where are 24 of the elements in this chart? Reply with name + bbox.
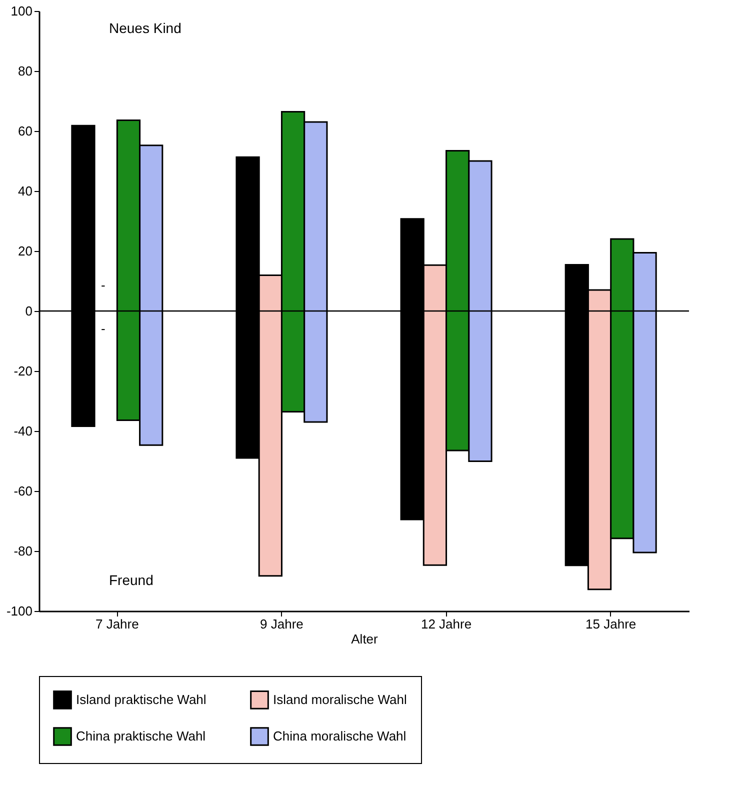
legend-label: China praktische Wahl: [76, 728, 206, 744]
y-tick-label: -60: [14, 484, 32, 498]
legend-label: Island praktische Wahl: [76, 692, 206, 707]
y-tick-label: 60: [18, 124, 32, 138]
y-tick-label: -40: [14, 424, 32, 438]
annotation: Freund: [109, 572, 154, 588]
x-tick-label: 12 Jahre: [420, 616, 472, 632]
x-tick-label: 7 Jahre: [95, 616, 139, 632]
y-tick-label: 100: [10, 4, 32, 18]
y-tick-label: 0: [25, 304, 32, 318]
y-tick-label: -80: [14, 544, 32, 558]
x-tick-label: 9 Jahre: [260, 616, 304, 632]
annotation: -: [100, 278, 106, 292]
y-tick-label: -100: [6, 604, 32, 618]
y-tick-label: 40: [18, 184, 32, 198]
legend-label: Island moralische Wahl: [273, 692, 408, 707]
x-tick-label: 15 Jahre: [586, 616, 636, 632]
annotation: -: [100, 321, 106, 336]
y-tick-label: 80: [18, 64, 32, 78]
y-tick-label: -20: [14, 364, 32, 378]
x-axis-title: Alter: [351, 632, 379, 646]
legend-label: China moralische Wahl: [273, 728, 406, 744]
annotation: Neues Kind: [109, 20, 182, 36]
y-tick-label: 20: [18, 244, 32, 258]
